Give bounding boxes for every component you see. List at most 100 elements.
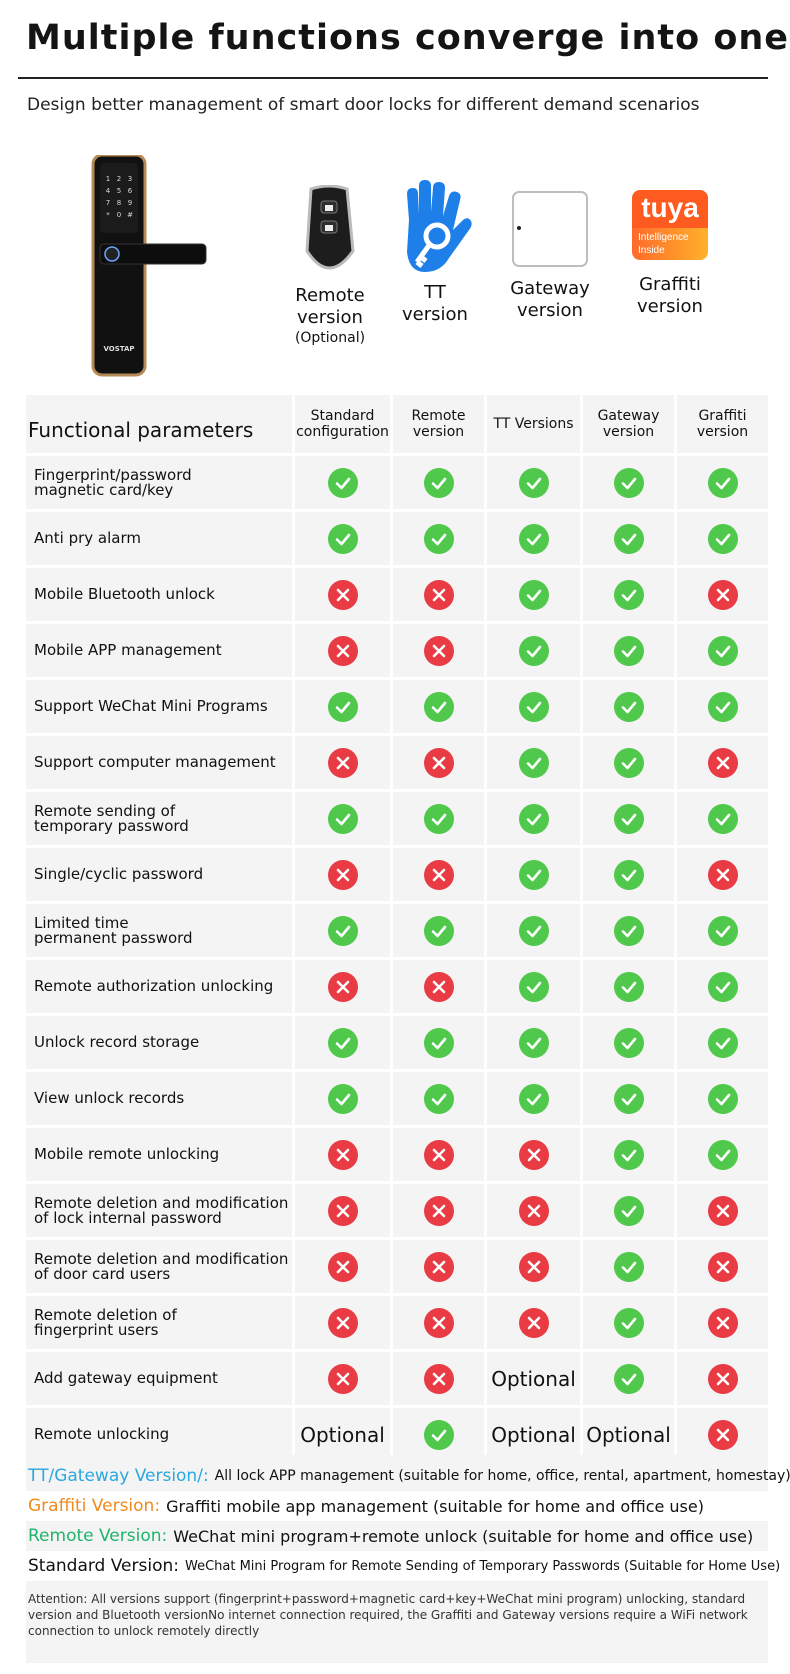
cell-remote bbox=[393, 736, 484, 789]
product-graffiti-label: Graffiti version bbox=[637, 274, 703, 317]
check-icon bbox=[518, 467, 549, 498]
check-icon bbox=[613, 691, 644, 722]
cell-standard bbox=[295, 512, 390, 565]
check-icon bbox=[327, 803, 358, 834]
cell-remote bbox=[393, 1408, 484, 1461]
cell-tt bbox=[487, 624, 580, 677]
cell-standard bbox=[295, 624, 390, 677]
table-row: Remote deletion and modification of door… bbox=[26, 1240, 768, 1293]
svg-text:5: 5 bbox=[117, 187, 121, 195]
cell-standard bbox=[295, 1296, 390, 1349]
cell-gateway bbox=[583, 680, 674, 733]
cell-remote bbox=[393, 792, 484, 845]
cross-icon bbox=[327, 971, 358, 1002]
check-icon bbox=[327, 915, 358, 946]
check-icon bbox=[707, 1139, 738, 1170]
feature-label: Mobile Bluetooth unlock bbox=[34, 585, 215, 603]
cross-icon bbox=[327, 1363, 358, 1394]
legend-text: Graffiti mobile app management (suitable… bbox=[166, 1496, 704, 1516]
cell-standard bbox=[295, 736, 390, 789]
check-icon bbox=[707, 1083, 738, 1114]
product-graffiti: tuya Intelligence Inside Graffiti versio… bbox=[620, 190, 720, 318]
cell-tt bbox=[487, 960, 580, 1013]
check-icon bbox=[707, 803, 738, 834]
check-icon bbox=[518, 1083, 549, 1114]
cell-tt bbox=[487, 1184, 580, 1237]
table-row: Anti pry alarm bbox=[26, 512, 768, 565]
svg-text:4: 4 bbox=[106, 187, 111, 195]
feature-label: Add gateway equipment bbox=[34, 1369, 218, 1387]
table-row: Add gateway equipment Optional bbox=[26, 1352, 768, 1405]
feature-label: Fingerprint/password magnetic card/key bbox=[34, 465, 192, 499]
feature-label: Single/cyclic password bbox=[34, 865, 204, 883]
cross-icon bbox=[423, 1139, 454, 1170]
cell-graffiti bbox=[677, 1016, 768, 1069]
check-icon bbox=[613, 1027, 644, 1058]
check-icon bbox=[423, 1027, 454, 1058]
optional-label: Optional bbox=[491, 1422, 576, 1447]
legend-text: WeChat Mini Program for Remote Sending o… bbox=[184, 1558, 781, 1574]
cell-graffiti bbox=[677, 456, 768, 509]
feature-cell: Limited time permanent password bbox=[26, 904, 292, 957]
cell-graffiti bbox=[677, 848, 768, 901]
svg-text:9: 9 bbox=[128, 199, 132, 207]
cell-remote bbox=[393, 1016, 484, 1069]
feature-cell: Support WeChat Mini Programs bbox=[26, 680, 292, 733]
feature-label: Support WeChat Mini Programs bbox=[34, 697, 268, 715]
cell-gateway bbox=[583, 568, 674, 621]
cell-graffiti bbox=[677, 960, 768, 1013]
cross-icon bbox=[423, 859, 454, 890]
table-row: Remote unlocking Optional Optional Optional bbox=[26, 1408, 768, 1461]
cell-graffiti bbox=[677, 1240, 768, 1293]
check-icon bbox=[423, 1083, 454, 1114]
legend-text: WeChat mini program+remote unlock (suita… bbox=[173, 1526, 754, 1546]
cell-remote bbox=[393, 960, 484, 1013]
feature-cell: Remote unlocking bbox=[26, 1408, 292, 1461]
check-icon bbox=[518, 1027, 549, 1058]
feature-label: Limited time permanent password bbox=[34, 913, 193, 947]
legend-line-tt-gateway: TT/Gateway Version/: All lock APP manage… bbox=[26, 1461, 790, 1491]
check-icon bbox=[423, 467, 454, 498]
cell-remote bbox=[393, 1352, 484, 1405]
check-icon bbox=[613, 803, 644, 834]
feature-label: Mobile APP management bbox=[34, 641, 222, 659]
check-icon bbox=[613, 1083, 644, 1114]
legend-key: Graffiti Version: bbox=[28, 1496, 161, 1516]
check-icon bbox=[613, 1307, 644, 1338]
check-icon bbox=[518, 579, 549, 610]
feature-label: Remote deletion of fingerprint users bbox=[34, 1305, 177, 1339]
cell-gateway bbox=[583, 736, 674, 789]
cell-gateway bbox=[583, 456, 674, 509]
cell-tt bbox=[487, 456, 580, 509]
table-row: Mobile remote unlocking bbox=[26, 1128, 768, 1181]
cell-gateway bbox=[583, 1072, 674, 1125]
cell-remote bbox=[393, 568, 484, 621]
feature-label: Anti pry alarm bbox=[34, 529, 141, 547]
svg-text:6: 6 bbox=[128, 187, 133, 195]
feature-cell: Mobile remote unlocking bbox=[26, 1128, 292, 1181]
cross-icon bbox=[327, 859, 358, 890]
cross-icon bbox=[327, 1307, 358, 1338]
version-legend: TT/Gateway Version/: All lock APP manage… bbox=[26, 1455, 790, 1663]
cross-icon bbox=[518, 1195, 549, 1226]
tuya-logo-text: tuya bbox=[632, 190, 708, 228]
cell-graffiti bbox=[677, 736, 768, 789]
cell-gateway bbox=[583, 960, 674, 1013]
cell-standard bbox=[295, 1072, 390, 1125]
feature-cell: Mobile Bluetooth unlock bbox=[26, 568, 292, 621]
cell-tt bbox=[487, 792, 580, 845]
cell-gateway: Optional bbox=[583, 1408, 674, 1461]
tuya-logo-icon: tuya Intelligence Inside bbox=[620, 190, 720, 260]
cross-icon bbox=[327, 747, 358, 778]
cell-remote bbox=[393, 680, 484, 733]
check-icon bbox=[518, 859, 549, 890]
cell-standard: Optional bbox=[295, 1408, 390, 1461]
cell-graffiti bbox=[677, 1352, 768, 1405]
table-row: Support WeChat Mini Programs bbox=[26, 680, 768, 733]
check-icon bbox=[327, 523, 358, 554]
table-row: Single/cyclic password bbox=[26, 848, 768, 901]
check-icon bbox=[613, 1251, 644, 1282]
svg-text:#: # bbox=[127, 211, 133, 219]
feature-label: Remote sending of temporary password bbox=[34, 801, 189, 835]
